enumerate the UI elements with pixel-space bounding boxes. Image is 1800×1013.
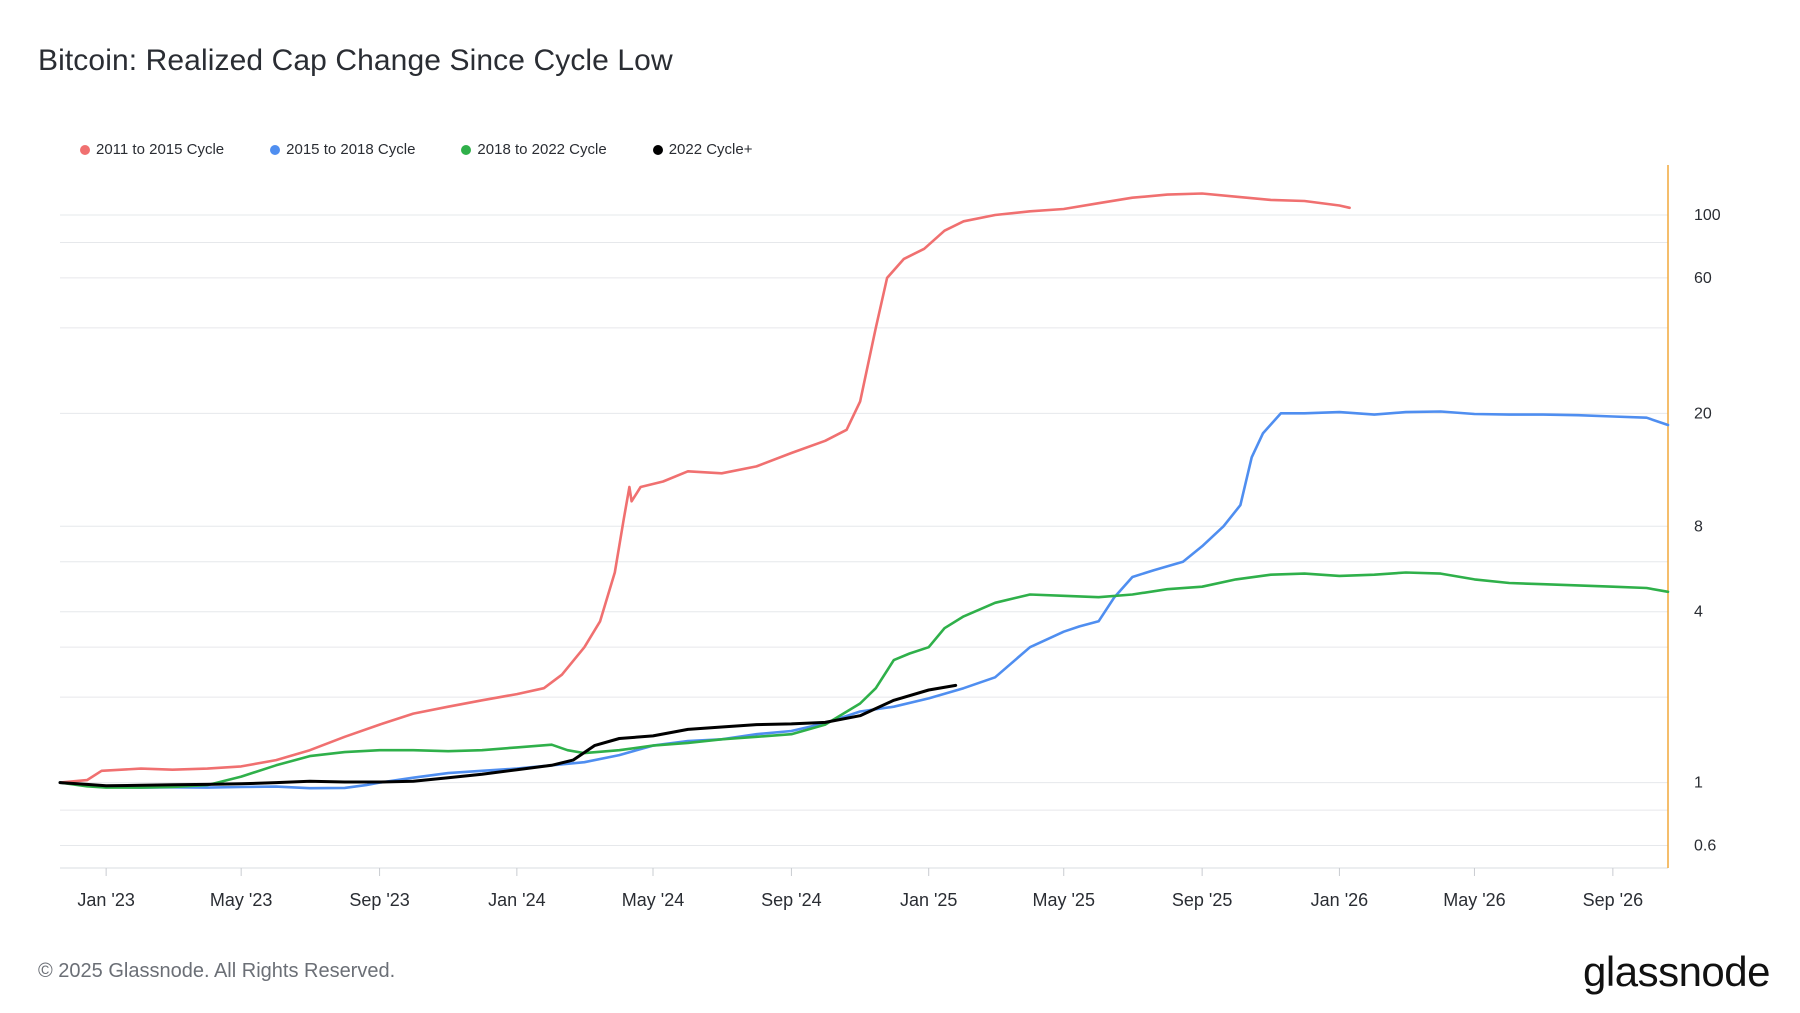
x-tick-label: May '26 (1443, 890, 1505, 910)
series-line-2015-to-2018-cycle (58, 410, 1670, 790)
legend-label: 2015 to 2018 Cycle (286, 141, 416, 158)
x-tick-label: Jan '26 (1311, 890, 1368, 910)
y-tick-label: 20 (1694, 405, 1712, 422)
y-tick-label: 60 (1694, 270, 1712, 287)
copyright-text: © 2025 Glassnode. All Rights Reserved. (38, 960, 396, 982)
x-tick-label: Jan '23 (77, 890, 134, 910)
x-tick-label: Sep '24 (761, 890, 822, 910)
legend-dot-icon (270, 144, 281, 155)
chart-title: Bitcoin: Realized Cap Change Since Cycle… (38, 44, 673, 77)
x-tick-label: Jan '24 (488, 890, 545, 910)
x-tick-label: Jan '25 (900, 890, 957, 910)
legend-dot-icon (461, 144, 472, 155)
legend-item-2015-2018[interactable]: 2015 to 2018 Cycle (270, 141, 415, 158)
legend-item-2011-2015[interactable]: 2011 to 2015 Cycle (80, 141, 224, 158)
legend-item-2022-cycle[interactable]: 2022 Cycle+ (652, 141, 753, 158)
legend-dot-icon (80, 144, 90, 155)
x-tick-label: May '25 (1032, 890, 1094, 910)
y-tick-label: 0.6 (1694, 838, 1716, 855)
x-tick-label: Sep '23 (349, 890, 410, 910)
legend-item-2018-2022[interactable]: 2018 to 2022 Cycle (461, 141, 607, 158)
x-tick-label: Sep '26 (1583, 890, 1644, 910)
x-tick-label: Sep '25 (1172, 890, 1233, 910)
legend-dot-icon (652, 144, 663, 155)
series-line-2011-to-2015-cycle (58, 192, 1351, 784)
legend-label: 2018 to 2022 Cycle (477, 141, 607, 158)
y-tick-label: 1 (1694, 775, 1703, 792)
series-line-2022-cycle (58, 683, 958, 788)
glassnode-logo: glassnode (1583, 948, 1770, 995)
x-tick-label: May '23 (210, 890, 272, 910)
y-tick-label: 8 (1694, 518, 1703, 535)
legend: 2011 to 2015 Cycle 2015 to 2018 Cycle 20… (80, 141, 753, 158)
y-tick-label: 100 (1694, 207, 1721, 224)
y-tick-label: 4 (1694, 604, 1703, 621)
legend-label: 2022 Cycle+ (668, 141, 753, 158)
series-line-2018-to-2022-cycle (58, 571, 1670, 789)
x-tick-label: May '24 (622, 890, 684, 910)
legend-label: 2011 to 2015 Cycle (96, 141, 225, 158)
